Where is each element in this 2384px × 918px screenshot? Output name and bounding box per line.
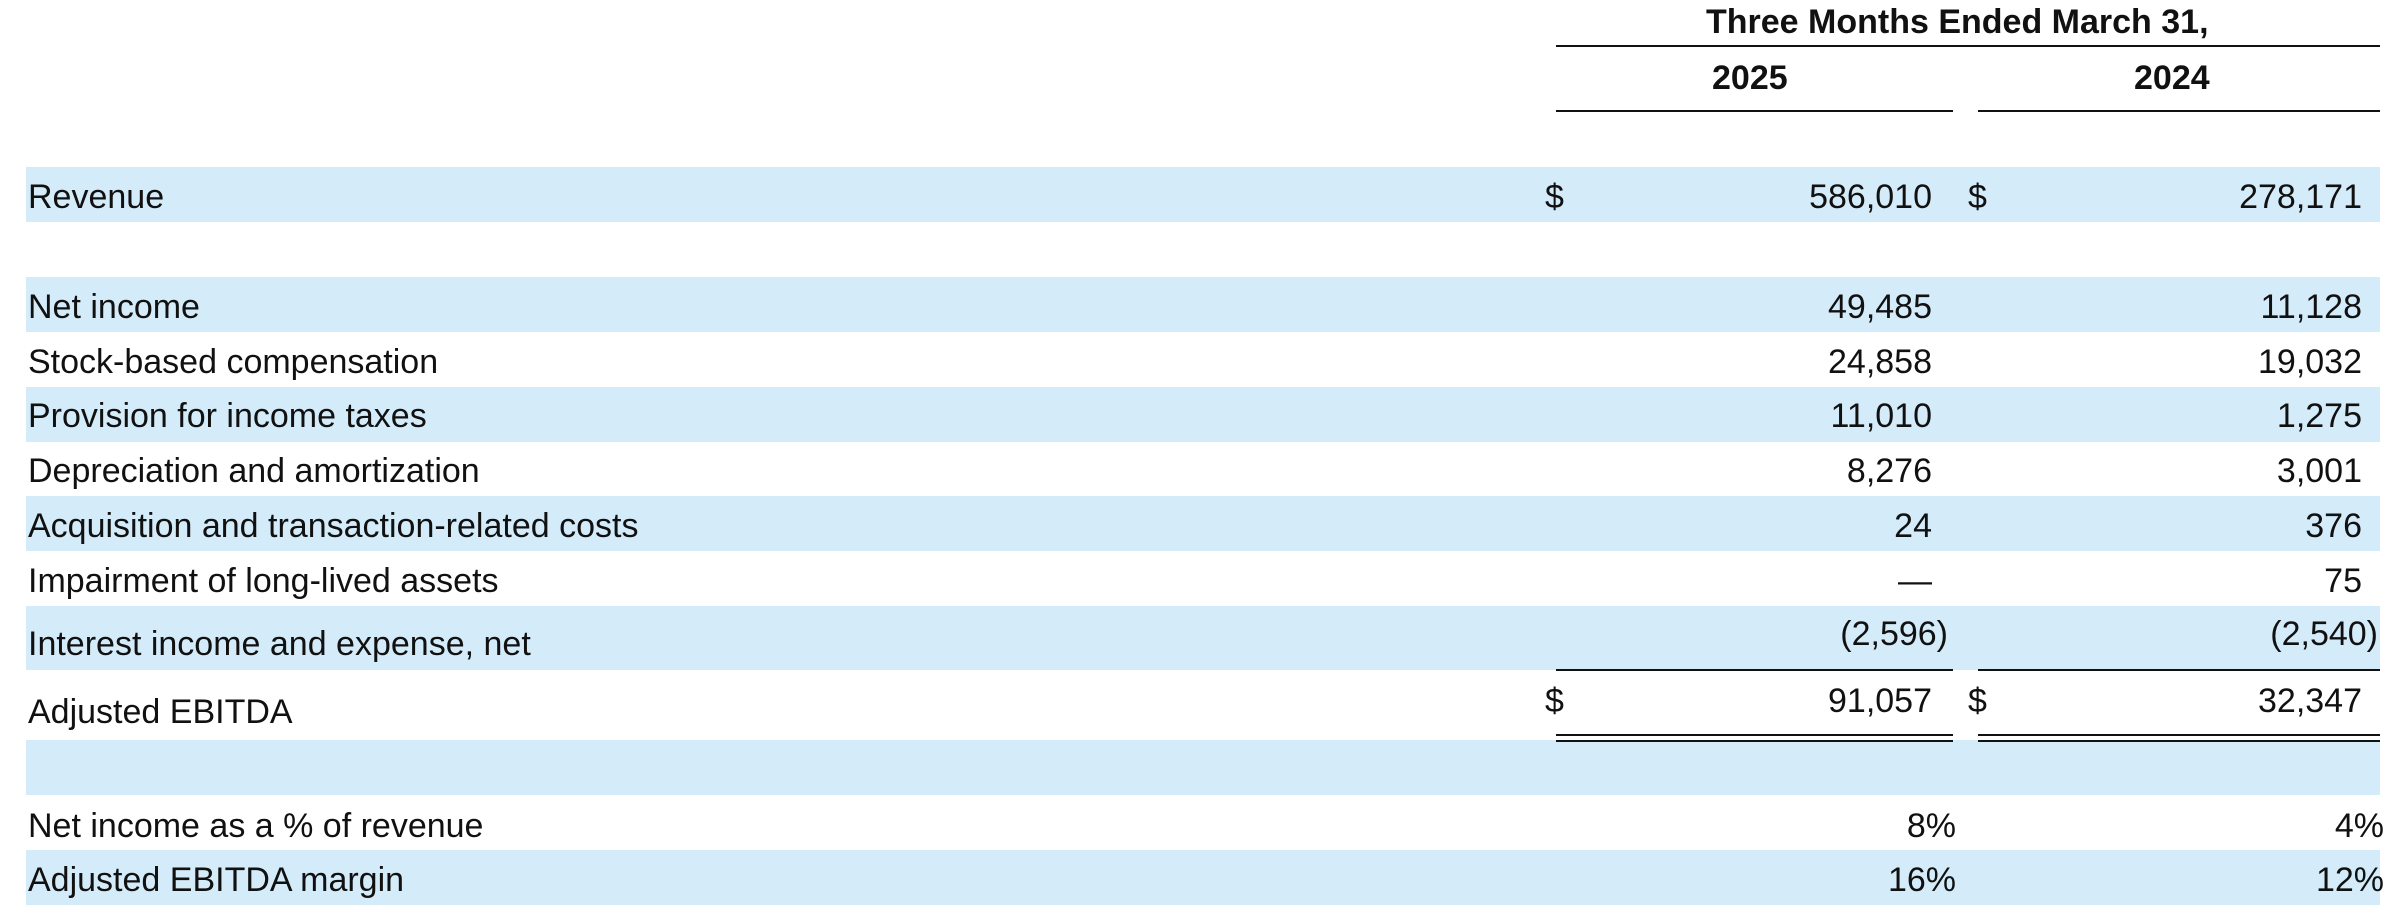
row-band-taxes — [26, 387, 2380, 442]
value-2025: 586,010 — [1809, 178, 1932, 216]
value-2025: 8% — [1906, 807, 1956, 845]
value-2024: 4% — [2334, 807, 2384, 845]
period-header: Three Months Ended March 31, — [1706, 3, 2209, 41]
row-label: Revenue — [28, 178, 165, 216]
value-2025: 8,276 — [1846, 452, 1932, 490]
value-2024: 32,347 — [2258, 682, 2362, 720]
value-2025: 49,485 — [1828, 288, 1932, 326]
value-2024: 11,128 — [2260, 288, 2362, 326]
currency-symbol: $ — [1545, 178, 1564, 216]
year-2024-underline — [1978, 110, 2380, 112]
row-label: Depreciation and amortization — [28, 452, 480, 490]
subtotal-rule-2024 — [1978, 669, 2380, 671]
value-2025: (2,596) — [1840, 615, 1948, 653]
value-2025: 24 — [1894, 507, 1932, 545]
row-band-spacer — [26, 740, 2380, 795]
total-double-rule-2024-a — [1978, 734, 2380, 736]
currency-symbol: $ — [1968, 178, 1987, 216]
row-label: Adjusted EBITDA — [28, 693, 293, 731]
row-label: Stock-based compensation — [28, 343, 439, 381]
total-double-rule-2025-b — [1556, 740, 1953, 742]
row-label: Adjusted EBITDA margin — [28, 861, 405, 899]
value-2024: 19,032 — [2258, 343, 2362, 381]
row-label: Impairment of long-lived assets — [28, 562, 499, 600]
row-band-revenue — [26, 167, 2380, 222]
value-2024: (2,540) — [2270, 615, 2378, 653]
value-2025: 91,057 — [1828, 682, 1932, 720]
row-label: Acquisition and transaction-related cost… — [28, 507, 639, 545]
currency-symbol: $ — [1545, 682, 1564, 720]
value-2025: 24,858 — [1828, 343, 1932, 381]
row-band-margin — [26, 850, 2380, 905]
subtotal-rule-2025 — [1556, 669, 1953, 671]
value-2024: 1,275 — [2276, 397, 2362, 435]
row-band-interest — [26, 606, 2380, 670]
year-2025-header: 2025 — [1712, 59, 1788, 97]
period-underline — [1556, 45, 2380, 47]
value-2025: 16% — [1887, 861, 1956, 899]
row-label: Provision for income taxes — [28, 397, 427, 435]
value-2024: 278,171 — [2239, 178, 2362, 216]
total-double-rule-2025-a — [1556, 734, 1953, 736]
row-band-net-income — [26, 277, 2380, 332]
year-2025-underline — [1556, 110, 1953, 112]
row-label: Net income — [28, 288, 200, 326]
row-band-acq — [26, 496, 2380, 551]
value-2025: 11,010 — [1830, 397, 1932, 435]
value-2024: 12% — [2315, 861, 2384, 899]
value-2024: 376 — [2305, 507, 2362, 545]
value-2024: 3,001 — [2276, 452, 2362, 490]
year-2024-header: 2024 — [2134, 59, 2210, 97]
row-label: Net income as a % of revenue — [28, 807, 484, 845]
total-double-rule-2024-b — [1978, 740, 2380, 742]
row-label: Interest income and expense, net — [28, 625, 531, 663]
currency-symbol: $ — [1968, 682, 1987, 720]
value-2024: 75 — [2324, 562, 2362, 600]
value-2025: — — [1898, 562, 1932, 600]
